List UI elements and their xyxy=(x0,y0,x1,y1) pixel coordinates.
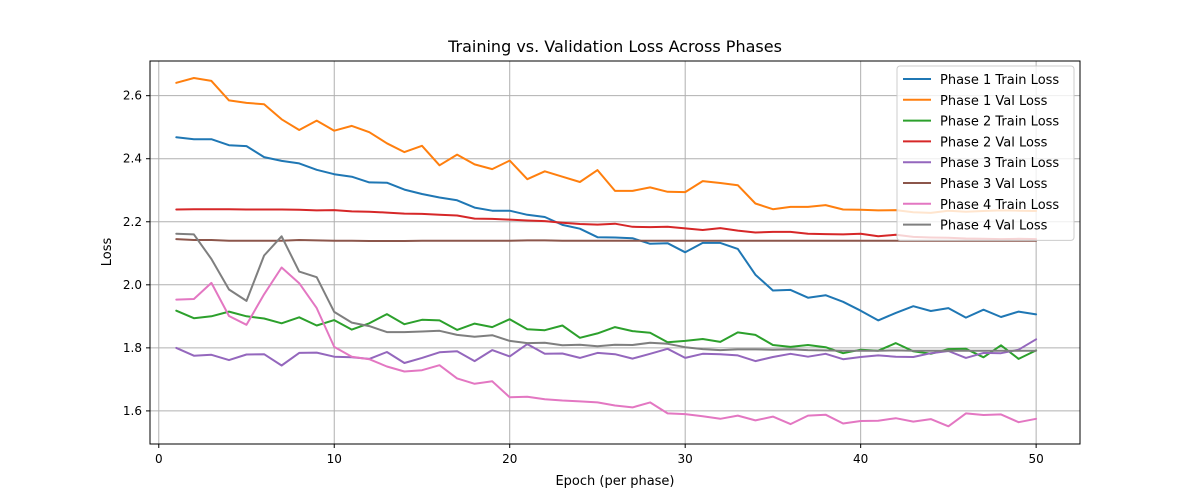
series-line-phase-3-val-loss xyxy=(175,238,1038,242)
x-tick-label: 50 xyxy=(1028,452,1043,466)
legend-label: Phase 3 Train Loss xyxy=(940,156,1059,171)
legend: Phase 1 Train Loss Phase 1 Val Loss Phase … xyxy=(896,65,1075,241)
y-tick-label: 1.8 xyxy=(123,341,142,355)
y-tick-label: 2.6 xyxy=(123,89,142,103)
chart-title: Training vs. Validation Loss Across Phas… xyxy=(447,37,782,56)
y-axis-label: Loss xyxy=(100,238,115,267)
x-tick-label: 30 xyxy=(678,452,693,466)
y-axis-ticks: 1.6 1.8 2.0 2.2 2.4 2.6 xyxy=(123,89,150,418)
legend-label: Phase 1 Val Loss xyxy=(940,94,1048,109)
x-tick-label: 10 xyxy=(327,452,342,466)
series-lines xyxy=(175,77,1038,428)
legend-label: Phase 1 Train Loss xyxy=(940,73,1059,88)
x-tick-label: 0 xyxy=(155,452,163,466)
series-line-phase-2-train-loss xyxy=(175,309,1038,360)
plot-frame xyxy=(149,60,1081,445)
y-tick-label: 1.6 xyxy=(123,404,142,418)
x-axis-ticks: 0 10 20 30 40 50 xyxy=(155,444,1044,466)
legend-label: Phase 2 Val Loss xyxy=(940,135,1048,150)
series-line-phase-1-train-loss xyxy=(175,136,1038,322)
y-tick-label: 2.2 xyxy=(123,215,142,229)
x-tick-label: 20 xyxy=(502,452,517,466)
legend-label: Phase 4 Train Loss xyxy=(940,198,1059,213)
legend-label: Phase 3 Val Loss xyxy=(940,177,1048,192)
series-line-phase-4-val-loss xyxy=(175,232,1038,352)
x-axis-label: Epoch (per phase) xyxy=(555,474,674,489)
y-tick-label: 2.4 xyxy=(123,152,142,166)
y-tick-label: 2.0 xyxy=(123,278,142,292)
legend-label: Phase 4 Val Loss xyxy=(940,219,1048,234)
legend-label: Phase 2 Train Loss xyxy=(940,115,1059,130)
series-line-phase-1-val-loss xyxy=(175,77,1038,214)
series-line-phase-4-train-loss xyxy=(175,266,1038,428)
x-tick-label: 40 xyxy=(853,452,868,466)
legend-box xyxy=(896,65,1075,241)
series-line-phase-2-val-loss xyxy=(175,208,1038,241)
series-line-phase-3-train-loss xyxy=(175,338,1038,367)
